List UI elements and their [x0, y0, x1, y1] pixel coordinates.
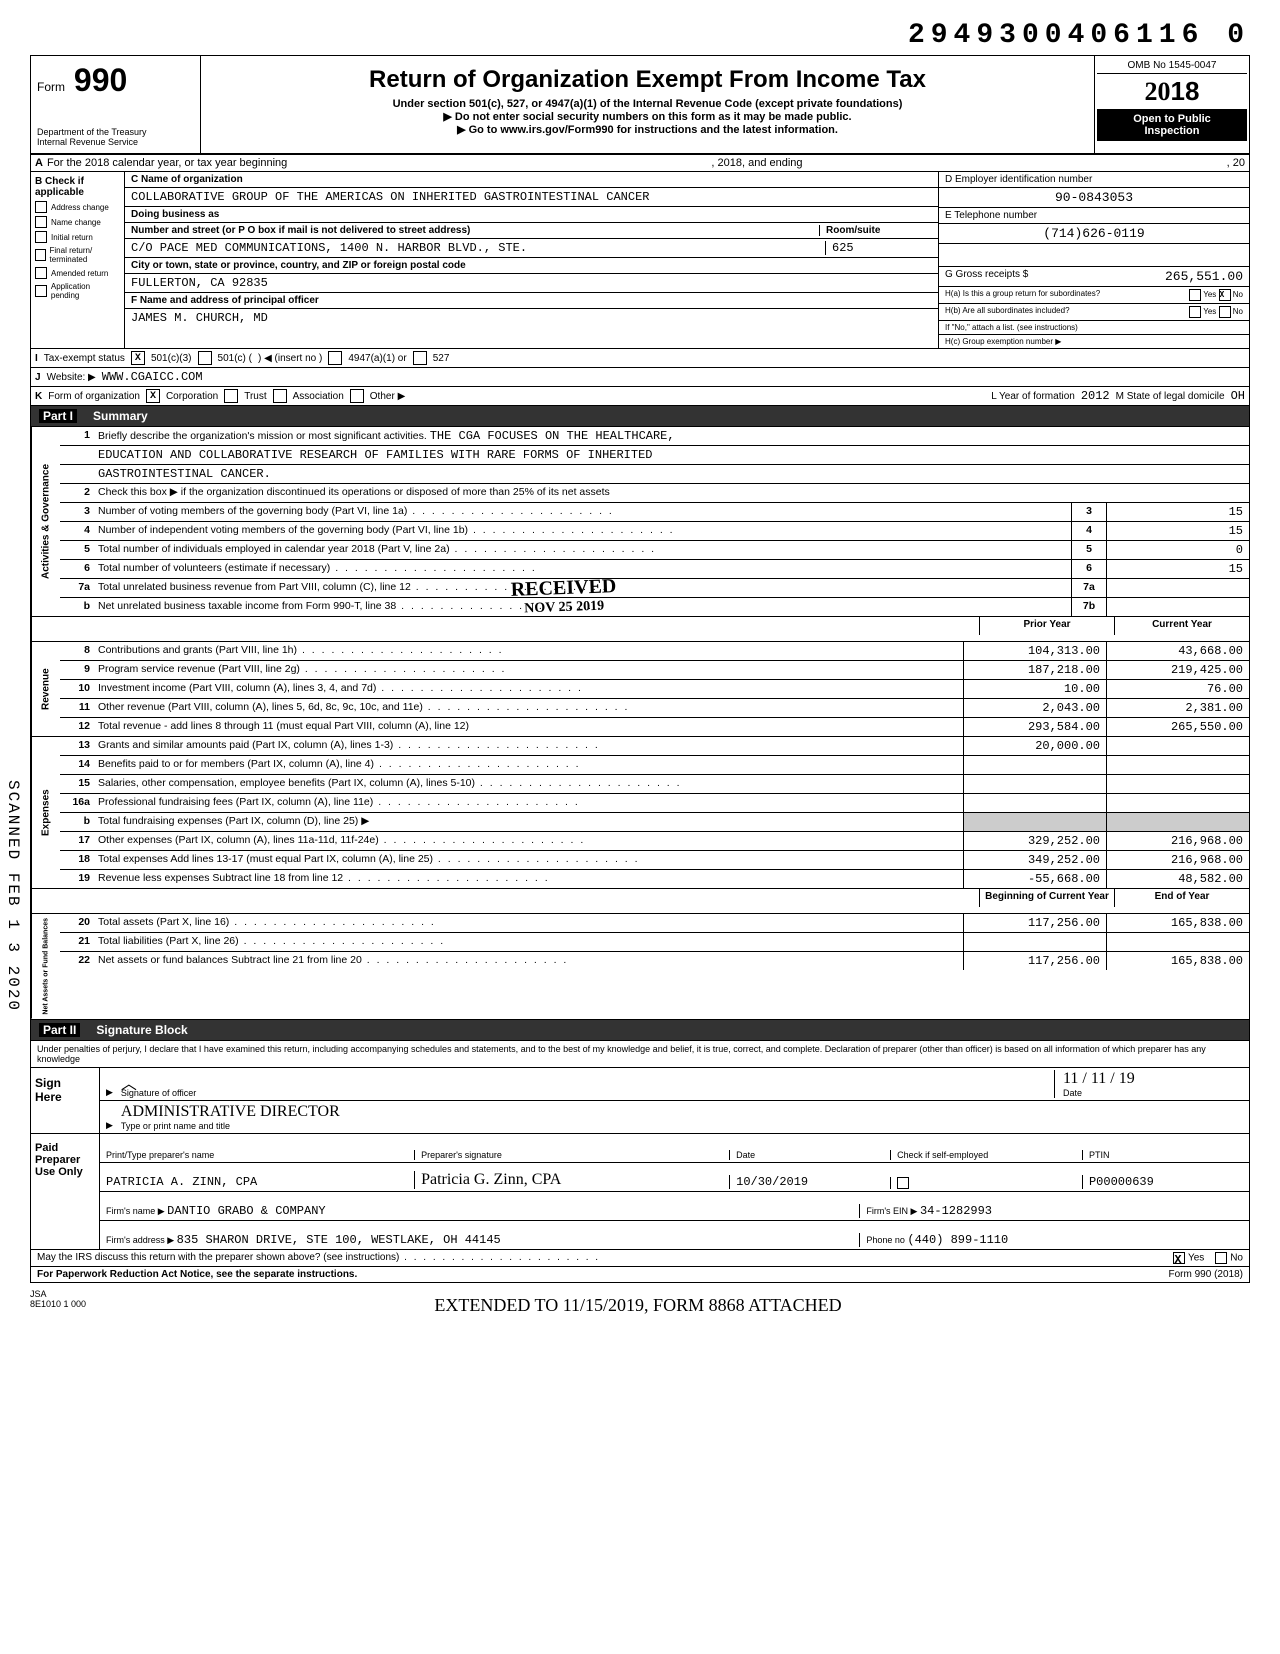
tax-year: 2018: [1097, 74, 1247, 109]
row-a-tax-year: A For the 2018 calendar year, or tax yea…: [30, 155, 1250, 172]
row-k-form-org: K Form of organization Corporation Trust…: [30, 387, 1250, 406]
firm-name: DANTIO GRABO & COMPANY: [167, 1204, 325, 1218]
dept-treasury: Department of the Treasury Internal Reve…: [37, 127, 194, 147]
barcode-number: 2949300406116 0: [30, 20, 1250, 51]
check-if-applicable: B Check if applicable Address change Nam…: [31, 172, 125, 348]
preparer-name: PATRICIA A. ZINN, CPA: [106, 1175, 414, 1189]
sign-date: 11 / 11 / 19: [1063, 1070, 1243, 1088]
omb-number: OMB No 1545-0047: [1097, 58, 1247, 74]
part-2-header: Part II Signature Block: [30, 1020, 1250, 1041]
form-header: Form 990 Department of the Treasury Inte…: [30, 55, 1250, 155]
principal-officer: JAMES M. CHURCH, MD: [131, 311, 268, 325]
ptin: P00000639: [1082, 1175, 1243, 1189]
side-revenue: Revenue: [31, 642, 60, 736]
side-activities: Activities & Governance: [31, 427, 60, 616]
jsa-code: JSA 8E1010 1 000: [30, 1289, 86, 1316]
extension-handwritten: EXTENDED TO 11/15/2019, FORM 8868 ATTACH…: [86, 1295, 1190, 1316]
telephone: (714)626-0119: [939, 224, 1249, 244]
gross-receipts: 265,551.00: [1165, 269, 1243, 284]
side-netassets: Net Assets or Fund Balances: [31, 914, 60, 1019]
subtitle-3: ▶ Go to www.irs.gov/Form990 for instruct…: [207, 123, 1088, 136]
subtitle-2: ▶ Do not enter social security numbers o…: [207, 110, 1088, 123]
org-city: FULLERTON, CA 92835: [131, 276, 268, 290]
main-title: Return of Organization Exempt From Incom…: [207, 66, 1088, 94]
preparer-date: 10/30/2019: [729, 1175, 890, 1189]
org-address: C/O PACE MED COMMUNICATIONS, 1400 N. HAR…: [131, 241, 527, 255]
room-suite: 625: [825, 241, 932, 255]
preparer-signature: Patricia G. Zinn, CPA: [414, 1171, 729, 1189]
sign-here-label: Sign Here: [31, 1068, 100, 1133]
row-j-website: J Website: ▶ WWW.CGAICC.COM: [30, 368, 1250, 387]
perjury-statement: Under penalties of perjury, I declare th…: [30, 1041, 1250, 1068]
org-name: COLLABORATIVE GROUP OF THE AMERICAS ON I…: [131, 190, 649, 204]
ein: 90-0843053: [939, 188, 1249, 208]
officer-title: ADMINISTRATIVE DIRECTOR: [121, 1103, 1243, 1121]
form-number: Form 990: [37, 62, 194, 99]
paid-preparer-label: Paid Preparer Use Only: [31, 1134, 100, 1249]
scanned-stamp: SCANNED FEB 1 3 2020: [4, 780, 22, 1012]
paperwork-footer: For Paperwork Reduction Act Notice, see …: [30, 1267, 1250, 1283]
row-i-tax-status: I Tax-exempt status 501(c)(3) 501(c) () …: [30, 349, 1250, 368]
open-to-public: Open to Public Inspection: [1097, 109, 1247, 141]
side-expenses: Expenses: [31, 737, 60, 888]
subtitle-1: Under section 501(c), 527, or 4947(a)(1)…: [207, 98, 1088, 110]
firm-phone: (440) 899-1110: [907, 1233, 1008, 1247]
firm-ein: 34-1282993: [920, 1204, 992, 1218]
discuss-row: May the IRS discuss this return with the…: [30, 1250, 1250, 1267]
firm-address: 835 SHARON DRIVE, STE 100, WESTLAKE, OH …: [177, 1233, 501, 1247]
part-1-header: Part I Summary: [30, 406, 1250, 427]
